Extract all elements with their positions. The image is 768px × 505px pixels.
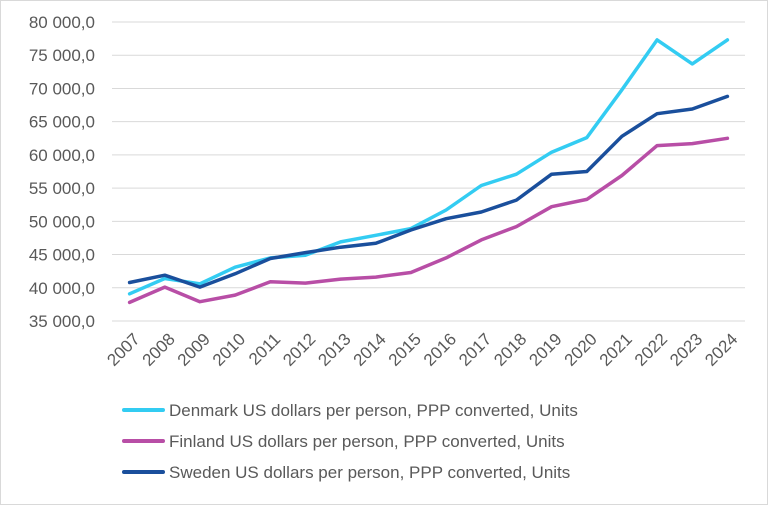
x-tick-label: 2020 [561, 330, 601, 370]
x-tick-label: 2007 [103, 330, 143, 370]
series-line-2 [127, 136, 730, 305]
x-tick-label: 2015 [385, 330, 425, 370]
y-tick-label: 80 000,0 [29, 13, 95, 32]
legend-label: Denmark US dollars per person, PPP conve… [169, 401, 578, 420]
x-tick-label: 2013 [314, 330, 354, 370]
y-tick-label: 35 000,0 [29, 312, 95, 331]
x-tick-label: 2017 [455, 330, 495, 370]
y-tick-label: 60 000,0 [29, 146, 95, 165]
legend: Denmark US dollars per person, PPP conve… [122, 401, 578, 482]
y-tick-label: 75 000,0 [29, 46, 95, 65]
y-tick-label: 55 000,0 [29, 179, 95, 198]
y-axis-tick-labels: 35 000,0 40 000,0 45 000,0 50 000,0 55 000,0… [29, 13, 95, 331]
gridlines [112, 21, 745, 322]
legend-item: Denmark US dollars per person, PPP conve… [122, 401, 578, 420]
x-tick-label: 2024 [701, 330, 741, 370]
x-tick-label: 2023 [666, 330, 706, 370]
y-tick-label: 70 000,0 [29, 79, 95, 98]
x-tick-label: 2008 [139, 330, 179, 370]
legend-label: Sweden US dollars per person, PPP conver… [169, 463, 570, 482]
x-tick-label: 2012 [279, 330, 319, 370]
y-tick-label: 65 000,0 [29, 113, 95, 132]
x-tick-label: 2009 [174, 330, 214, 370]
x-tick-label: 2022 [631, 330, 671, 370]
x-tick-label: 2021 [596, 330, 636, 370]
y-tick-label: 45 000,0 [29, 246, 95, 265]
y-tick-label: 50 000,0 [29, 212, 95, 231]
x-tick-label: 2019 [525, 330, 565, 370]
x-tick-label: 2014 [350, 330, 390, 370]
legend-item: Sweden US dollars per person, PPP conver… [122, 463, 570, 482]
legend-label: Finland US dollars per person, PPP conve… [169, 432, 565, 451]
x-tick-label: 2018 [490, 330, 530, 370]
x-tick-label: 2011 [245, 330, 284, 369]
x-tick-label: 2010 [209, 330, 249, 370]
legend-item: Finland US dollars per person, PPP conve… [122, 432, 565, 451]
series-line-3 [127, 94, 730, 289]
series-lines [127, 38, 730, 305]
x-tick-label: 2016 [420, 330, 460, 370]
x-axis-tick-labels: 2007200820092010201120122013201420152016… [103, 330, 741, 370]
series-line-1 [127, 38, 730, 296]
y-tick-label: 40 000,0 [29, 279, 95, 298]
